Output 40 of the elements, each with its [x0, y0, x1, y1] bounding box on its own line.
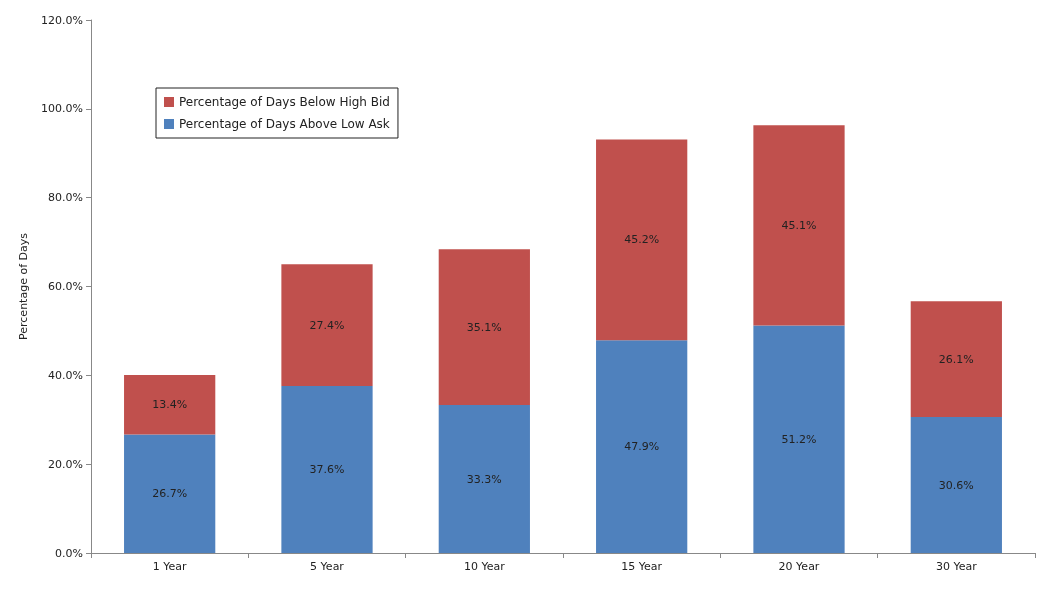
x-tick-label: 10 Year [463, 560, 506, 573]
data-label: 26.1% [938, 352, 974, 366]
y-tick-label: 120.0% [41, 13, 83, 27]
x-tick-label: 15 Year [621, 560, 663, 573]
y-tick-label: 100.0% [41, 102, 83, 116]
data-label: 27.4% [309, 318, 345, 332]
x-tick-label: 1 Year [152, 560, 188, 573]
x-tick-label: 30 Year [935, 560, 978, 573]
data-label: 45.2% [624, 233, 660, 247]
y-tick-label: 60.0% [48, 280, 83, 293]
data-label: 51.2% [781, 432, 817, 446]
bar [281, 264, 373, 386]
bar [753, 325, 845, 553]
bar [438, 405, 530, 553]
bar [910, 301, 1002, 418]
bar [281, 385, 373, 553]
data-label: 47.9% [624, 440, 660, 454]
data-label: 45.1% [781, 218, 817, 232]
x-tick-label: 20 Year [778, 560, 820, 573]
bar [753, 125, 845, 326]
y-tick-label: 20.0% [48, 457, 83, 471]
data-label: 37.6% [309, 463, 345, 476]
bar [596, 340, 688, 553]
bar [124, 374, 216, 435]
y-axis-title: Percentage of Days [17, 232, 30, 340]
bar [124, 434, 216, 553]
bar [438, 249, 530, 406]
data-label: 30.6% [938, 478, 974, 492]
bar [596, 139, 688, 341]
data-label: 26.7% [152, 487, 188, 501]
bar [910, 417, 1002, 553]
data-label: 33.3% [466, 472, 502, 486]
data-label: 13.4% [152, 398, 188, 412]
y-tick-label: 0.0% [55, 546, 83, 560]
y-tick-label: 80.0% [48, 191, 83, 205]
x-tick-label: 5 Year [310, 560, 345, 573]
legend-label: Percentage of Days Below High Bid [179, 95, 390, 109]
data-label: 35.1% [466, 320, 502, 334]
y-tick-label: 40.0% [48, 368, 83, 382]
legend-label: Percentage of Days Above Low Ask [179, 117, 390, 131]
